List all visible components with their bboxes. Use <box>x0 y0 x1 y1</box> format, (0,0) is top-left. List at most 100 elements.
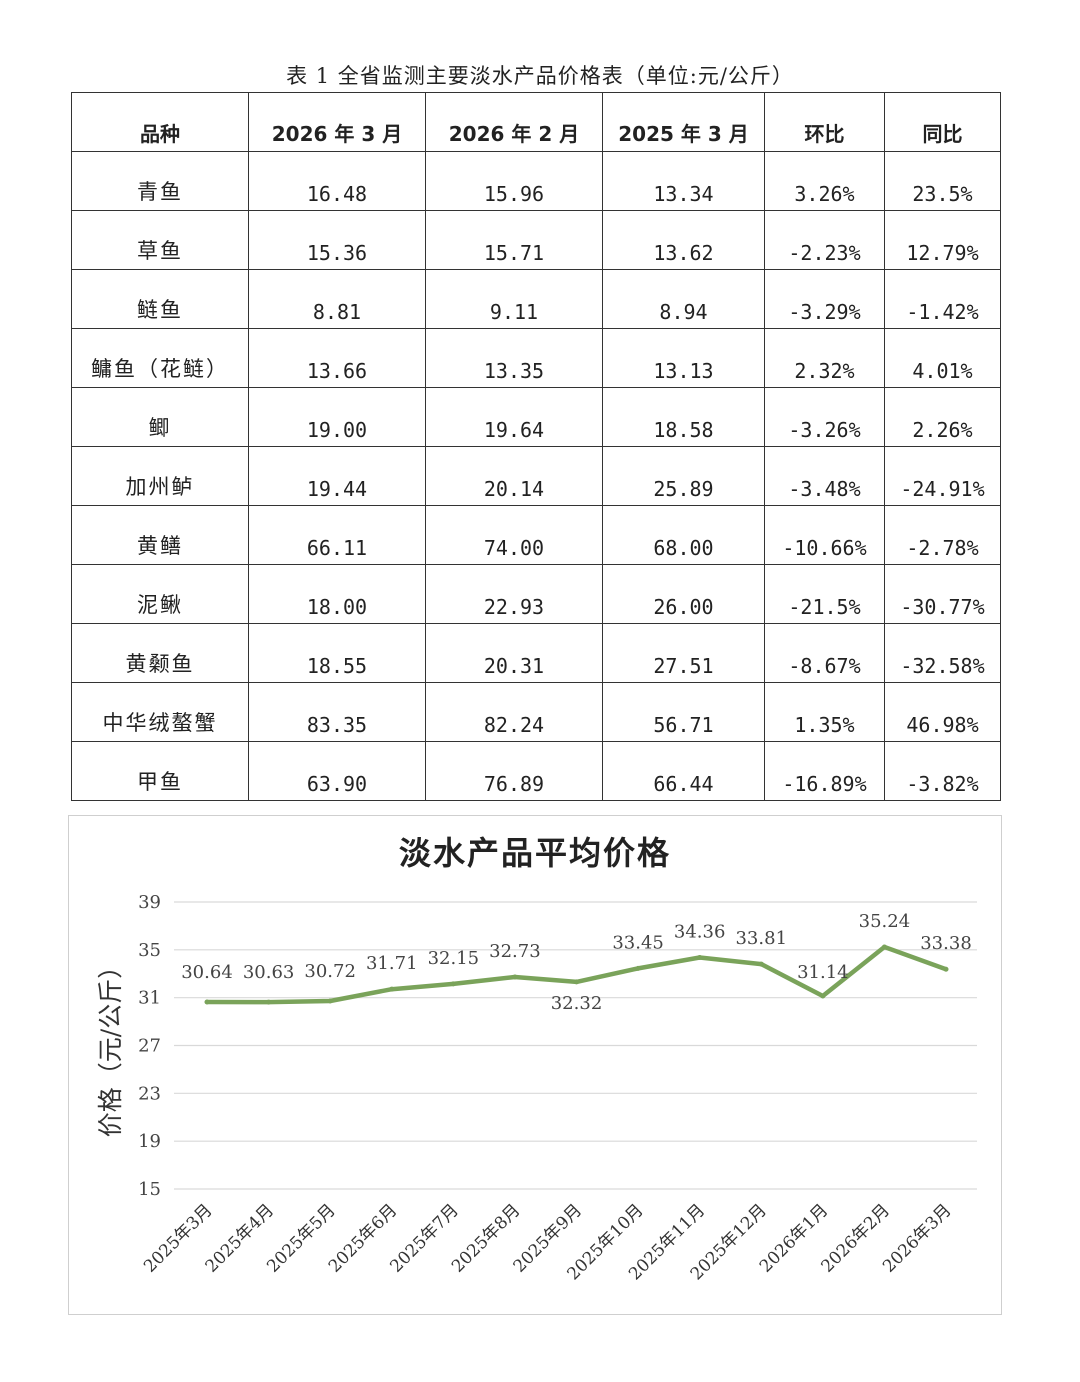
header-2026-03: 2026 年 3 月 <box>248 92 426 152</box>
y-tick-label: 39 <box>138 892 161 913</box>
cell-2025-03: 13.62 <box>602 210 765 270</box>
data-point <box>635 965 641 971</box>
cell-2026-03: 63.90 <box>248 741 426 801</box>
data-label: 30.64 <box>181 962 233 983</box>
cell-variety: 鳙鱼（花鲢） <box>71 328 249 388</box>
data-label: 34.36 <box>674 921 726 942</box>
table-row: 鲢鱼 8.81 9.11 8.94 -3.29% -1.42% <box>71 269 1001 329</box>
data-label: 30.63 <box>243 962 295 983</box>
data-point <box>943 966 949 972</box>
cell-2026-03: 19.44 <box>248 446 426 506</box>
y-tick-label: 27 <box>138 1036 161 1057</box>
data-label: 33.38 <box>920 933 972 954</box>
cell-2026-03: 13.66 <box>248 328 426 388</box>
cell-2026-03: 66.11 <box>248 505 426 565</box>
cell-2026-02: 15.71 <box>425 210 603 270</box>
cell-variety: 加州鲈 <box>71 446 249 506</box>
cell-2026-03: 16.48 <box>248 151 426 211</box>
cell-2026-03: 18.00 <box>248 564 426 624</box>
cell-mom: -10.66% <box>764 505 885 565</box>
data-label: 32.15 <box>428 948 480 969</box>
cell-2026-03: 15.36 <box>248 210 426 270</box>
table-row: 草鱼 15.36 15.71 13.62 -2.23% 12.79% <box>71 210 1001 270</box>
cell-variety: 中华绒螯蟹 <box>71 682 249 742</box>
cell-2026-03: 83.35 <box>248 682 426 742</box>
cell-2025-03: 27.51 <box>602 623 765 683</box>
data-label: 31.71 <box>366 953 418 974</box>
cell-mom: 2.32% <box>764 328 885 388</box>
data-label: 32.73 <box>489 941 541 962</box>
table-row: 泥鳅 18.00 22.93 26.00 -21.5% -30.77% <box>71 564 1001 624</box>
y-tick-label: 23 <box>138 1083 161 1104</box>
cell-yoy: 23.5% <box>884 151 1001 211</box>
header-yoy: 同比 <box>884 92 1001 152</box>
cell-2026-02: 19.64 <box>425 387 603 447</box>
cell-2026-02: 82.24 <box>425 682 603 742</box>
cell-yoy: -30.77% <box>884 564 1001 624</box>
data-point <box>204 999 210 1005</box>
cell-2026-03: 19.00 <box>248 387 426 447</box>
cell-variety: 鲢鱼 <box>71 269 249 329</box>
cell-2025-03: 8.94 <box>602 269 765 329</box>
table-row: 中华绒螯蟹 83.35 82.24 56.71 1.35% 46.98% <box>71 682 1001 742</box>
chart-title: 淡水产品平均价格 <box>398 834 671 872</box>
data-point <box>881 944 887 950</box>
chart-container: 淡水产品平均价格 15 19 23 27 31 35 39 价格（元/公斤） 30.64 30.6… <box>68 815 1002 1315</box>
table-caption: 表 1 全省监测主要淡水产品价格表（单位:元/公斤） <box>286 64 794 88</box>
data-point <box>820 993 826 999</box>
cell-2025-03: 66.44 <box>602 741 765 801</box>
header-mom: 环比 <box>764 92 885 152</box>
cell-mom: -16.89% <box>764 741 885 801</box>
cell-yoy: -2.78% <box>884 505 1001 565</box>
line-chart: 15 19 23 27 31 35 39 价格（元/公斤） 30.64 30.63 30.72 31.… <box>96 892 977 1284</box>
data-label: 33.45 <box>612 932 664 953</box>
y-tick-label: 35 <box>138 940 161 961</box>
cell-2026-02: 15.96 <box>425 151 603 211</box>
data-label: 32.32 <box>551 993 603 1014</box>
table-row: 黄鳝 66.11 74.00 68.00 -10.66% -2.78% <box>71 505 1001 565</box>
data-label: 33.81 <box>735 928 787 949</box>
cell-2026-02: 74.00 <box>425 505 603 565</box>
cell-2025-03: 25.89 <box>602 446 765 506</box>
cell-mom: -3.48% <box>764 446 885 506</box>
cell-mom: 1.35% <box>764 682 885 742</box>
data-point <box>450 981 456 987</box>
table-row: 甲鱼 63.90 76.89 66.44 -16.89% -3.82% <box>71 741 1001 801</box>
cell-2025-03: 13.13 <box>602 328 765 388</box>
cell-yoy: 2.26% <box>884 387 1001 447</box>
cell-yoy: -24.91% <box>884 446 1001 506</box>
cell-2025-03: 18.58 <box>602 387 765 447</box>
table-header-row: 品种 2026 年 3 月 2026 年 2 月 2025 年 3 月 环比 同… <box>71 92 1001 152</box>
cell-2026-02: 9.11 <box>425 269 603 329</box>
cell-yoy: -32.58% <box>884 623 1001 683</box>
data-label: 30.72 <box>304 961 356 982</box>
y-tick-label: 19 <box>138 1131 161 1152</box>
cell-2026-02: 20.14 <box>425 446 603 506</box>
table-row: 鳙鱼（花鲢） 13.66 13.35 13.13 2.32% 4.01% <box>71 328 1001 388</box>
cell-2025-03: 56.71 <box>602 682 765 742</box>
header-2026-02: 2026 年 2 月 <box>425 92 603 152</box>
cell-variety: 黄鳝 <box>71 505 249 565</box>
table-row: 青鱼 16.48 15.96 13.34 3.26% 23.5% <box>71 151 1001 211</box>
cell-2026-03: 8.81 <box>248 269 426 329</box>
cell-variety: 青鱼 <box>71 151 249 211</box>
cell-2026-02: 22.93 <box>425 564 603 624</box>
cell-yoy: 46.98% <box>884 682 1001 742</box>
data-label: 35.24 <box>859 911 911 932</box>
table-row: 鲫 19.00 19.64 18.58 -3.26% 2.26% <box>71 387 1001 447</box>
cell-variety: 黄颡鱼 <box>71 623 249 683</box>
cell-mom: -2.23% <box>764 210 885 270</box>
cell-mom: -21.5% <box>764 564 885 624</box>
table-row: 加州鲈 19.44 20.14 25.89 -3.48% -24.91% <box>71 446 1001 506</box>
cell-mom: -3.26% <box>764 387 885 447</box>
price-table: 品种 2026 年 3 月 2026 年 2 月 2025 年 3 月 环比 同… <box>71 92 1001 801</box>
data-label: 31.14 <box>797 962 849 983</box>
data-point <box>389 986 395 992</box>
cell-variety: 鲫 <box>71 387 249 447</box>
cell-yoy: 4.01% <box>884 328 1001 388</box>
y-tick-label: 15 <box>138 1179 161 1200</box>
data-point <box>512 974 518 980</box>
data-point <box>327 998 333 1004</box>
cell-mom: -3.29% <box>764 269 885 329</box>
header-variety: 品种 <box>71 92 249 152</box>
